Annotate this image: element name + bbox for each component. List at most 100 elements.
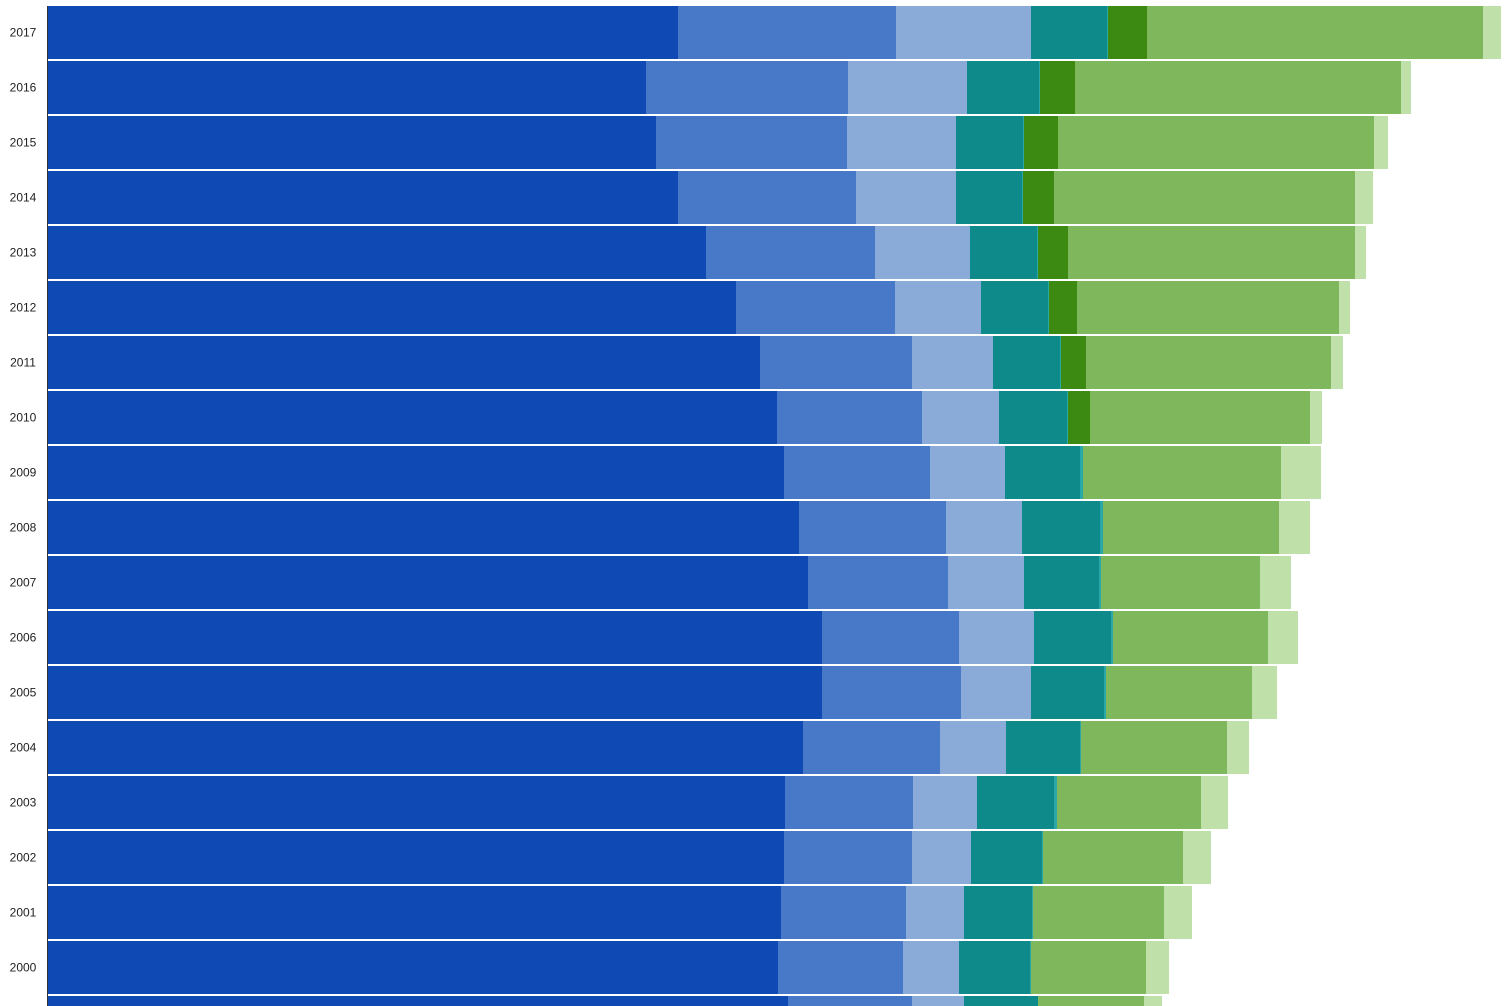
bar-segment-2013-s5 [1037, 226, 1038, 279]
tick-label-2001: 2001 [10, 906, 37, 920]
bar-segment-2002-s3 [912, 831, 971, 884]
bar-segment-2005-s5 [1104, 666, 1106, 719]
bar-segment-2015-s5 [1023, 116, 1024, 169]
bar-segment-2001-s5 [1032, 886, 1033, 939]
bar-segment-2014-s5 [1022, 171, 1023, 224]
tick-label-2011: 2011 [10, 356, 36, 370]
tick-label-2008: 2008 [10, 521, 37, 535]
bar-segment-2016-s7 [1075, 61, 1401, 114]
bar-segment-2009-s2 [784, 446, 930, 499]
bar-segment-2017-s6 [1108, 6, 1147, 59]
bar-segment-2016-s6 [1040, 61, 1075, 114]
bar-segment-2000-s5 [1030, 941, 1031, 994]
bar-segment-2007-s2 [808, 556, 948, 609]
bar-segment-2017-s3 [896, 6, 1031, 59]
bar-segment-2000-s2 [778, 941, 903, 994]
bar-segment-2016-s4 [967, 61, 1039, 114]
bar-segment-2009-s1 [48, 446, 784, 499]
bar-area [48, 6, 1501, 1006]
bar-segment-2016-s5 [1039, 61, 1040, 114]
bar-segment-2015-s8 [1374, 116, 1388, 169]
bar-segment-2011-s2 [760, 336, 912, 389]
bar-segment-2009-s5 [1080, 446, 1083, 499]
bar-segment-2012-s2 [736, 281, 895, 334]
bar-segment-2015-s2 [656, 116, 847, 169]
bar-segment-2010-s6 [1068, 391, 1090, 444]
bar-segment-2001-s1 [48, 886, 781, 939]
bar-segment-2015-s7 [1058, 116, 1374, 169]
bar-segment-2009-s8 [1281, 446, 1321, 499]
tick-label-2012: 2012 [10, 301, 37, 315]
bar-segment-2017-s1 [48, 6, 678, 59]
bar-segment-2006-s2 [822, 611, 959, 664]
bar-segment-2006-s8 [1268, 611, 1298, 664]
bar-segment-2011-s7 [1086, 336, 1331, 389]
bar-segment-2016-s2 [646, 61, 848, 114]
bar-segment-2011-s6 [1061, 336, 1086, 389]
bar-segment-2012-s6 [1049, 281, 1077, 334]
bar-segment-2005-s1 [48, 666, 822, 719]
bar-segment-2003-s2 [785, 776, 913, 829]
bar-segment-2005-s7 [1106, 666, 1252, 719]
bar-segment-2000-s3 [903, 941, 959, 994]
bar-segment-2015-s4 [956, 116, 1023, 169]
bar-segment-2015-s3 [847, 116, 956, 169]
bar-segment-2007-s8 [1260, 556, 1291, 609]
bar-segment-2009-s3 [930, 446, 1005, 499]
bar-segment-2014-s1 [48, 171, 678, 224]
bar-segment-2003-s7 [1057, 776, 1201, 829]
bar-segment-2007-s4 [1024, 556, 1099, 609]
bar-segment-2010-s5 [1067, 391, 1068, 444]
bar-segment-2013-s4 [970, 226, 1037, 279]
bar-segment-2008-s8 [1279, 501, 1310, 554]
bar-segment-2012-s1 [48, 281, 736, 334]
bar-segment-partial-s2 [788, 996, 912, 1006]
bar-segment-2007-s3 [948, 556, 1024, 609]
bar-segment-2017-s7 [1147, 6, 1483, 59]
bar-segment-2012-s3 [895, 281, 981, 334]
bar-segment-2014-s4 [956, 171, 1022, 224]
tick-label-2007: 2007 [10, 576, 37, 590]
bar-segment-2010-s4 [999, 391, 1067, 444]
tick-label-2009: 2009 [10, 466, 37, 480]
tick-label-2005: 2005 [10, 686, 37, 700]
bar-segment-2000-s7 [1031, 941, 1146, 994]
bar-segment-2013-s8 [1355, 226, 1366, 279]
tick-label-2010: 2010 [10, 411, 37, 425]
bar-segment-2003-s1 [48, 776, 785, 829]
tick-label-2014: 2014 [10, 191, 37, 205]
bar-segment-2012-s5 [1048, 281, 1049, 334]
tick-label-2016: 2016 [10, 81, 37, 95]
bar-segment-partial-s1 [48, 996, 788, 1006]
bar-segment-2006-s3 [959, 611, 1034, 664]
tick-label-2006: 2006 [10, 631, 37, 645]
bar-segment-2011-s8 [1331, 336, 1343, 389]
bar-segment-2001-s4 [964, 886, 1032, 939]
bar-segment-2016-s3 [848, 61, 967, 114]
bar-segment-2006-s5 [1111, 611, 1113, 664]
bar-segment-2016-s1 [48, 61, 646, 114]
bar-segment-2002-s2 [784, 831, 912, 884]
bar-segment-2015-s6 [1024, 116, 1058, 169]
bar-segment-2010-s3 [922, 391, 999, 444]
bar-segment-2015-s1 [48, 116, 656, 169]
bar-segment-2006-s4 [1034, 611, 1111, 664]
bar-segment-2014-s6 [1023, 171, 1054, 224]
bar-segment-2013-s2 [706, 226, 875, 279]
bar-segment-2008-s3 [946, 501, 1022, 554]
bar-segment-2008-s7 [1103, 501, 1279, 554]
tick-label-2015: 2015 [10, 136, 37, 150]
bar-segment-2008-s1 [48, 501, 799, 554]
bar-segment-2007-s1 [48, 556, 808, 609]
bar-segment-2002-s7 [1043, 831, 1183, 884]
bar-segment-2010-s8 [1310, 391, 1322, 444]
tick-label-2003: 2003 [10, 796, 37, 810]
bar-segment-2009-s4 [1005, 446, 1080, 499]
bar-segment-2009-s7 [1083, 446, 1281, 499]
bar-segment-2013-s1 [48, 226, 706, 279]
bar-segment-2014-s2 [678, 171, 856, 224]
bar-segment-2002-s8 [1183, 831, 1211, 884]
bar-segment-2017-s4 [1031, 6, 1107, 59]
bar-segment-2017-s5 [1107, 6, 1108, 59]
